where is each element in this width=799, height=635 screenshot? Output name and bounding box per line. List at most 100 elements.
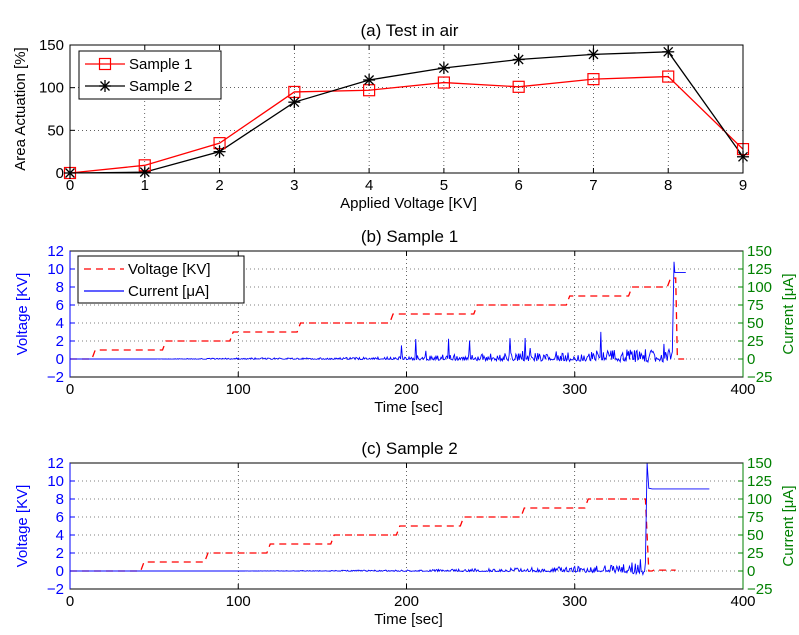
- x-tick-label: 3: [290, 177, 298, 194]
- y-tick-label: −2: [47, 369, 64, 386]
- data-point-sample-2: [363, 73, 376, 86]
- x-axis-label: Applied Voltage [KV]: [340, 195, 477, 212]
- legend-label: Sample 2: [129, 78, 192, 95]
- y2-tick-label: 100: [747, 279, 772, 296]
- x-axis-label: Time [sec]: [374, 611, 443, 628]
- x-tick-label: 300: [562, 593, 587, 610]
- x-tick-label: 0: [66, 593, 74, 610]
- series-line-2: [70, 51, 743, 173]
- data-point-sample-1: [662, 70, 675, 83]
- legend-label: Voltage [KV]: [128, 261, 211, 278]
- y2-tick-label: 125: [747, 261, 772, 278]
- x-tick-label: 200: [394, 381, 419, 398]
- y-tick-label: 12: [47, 243, 64, 260]
- y-tick-label: 6: [56, 509, 64, 526]
- legend-label: Sample 1: [129, 56, 192, 73]
- x-tick-label: 2: [215, 177, 223, 194]
- y-tick-label: 8: [56, 491, 64, 508]
- y2-tick-label: −25: [747, 369, 772, 386]
- asterisk-stroke: [214, 146, 225, 157]
- chart-title: (b) Sample 1: [361, 227, 458, 246]
- y2-tick-label: 150: [747, 243, 772, 260]
- plot-frame: [69, 44, 744, 174]
- legend-marker: [99, 80, 111, 92]
- series-line-1: [70, 75, 743, 173]
- y-tick-label: −2: [47, 581, 64, 598]
- data-point-sample-2: [587, 48, 600, 61]
- y2-axis-label: Current [μA]: [780, 273, 797, 354]
- y-tick-label: 6: [56, 297, 64, 314]
- series-group: [70, 261, 686, 364]
- series-line-current: [70, 261, 686, 364]
- asterisk-stroke: [139, 167, 150, 178]
- y2-tick-label: 0: [747, 351, 755, 368]
- series-group: [70, 463, 710, 577]
- data-point-sample-2: [662, 45, 675, 58]
- y-tick-label: 4: [56, 315, 64, 332]
- data-point-sample-2: [288, 96, 301, 109]
- x-tick-label: 9: [739, 177, 747, 194]
- y-tick-label: 10: [47, 473, 64, 490]
- data-point-sample-1: [512, 80, 525, 93]
- asterisk-stroke: [588, 49, 599, 60]
- asterisk-stroke: [364, 75, 375, 85]
- asterisk-stroke: [438, 63, 449, 73]
- y-tick-label: 150: [39, 37, 64, 54]
- y2-tick-label: 125: [747, 473, 772, 490]
- chart-title: (a) Test in air: [361, 21, 459, 40]
- y2-tick-label: 25: [747, 545, 764, 562]
- y-tick-label: 0: [56, 563, 64, 580]
- y2-tick-label: 25: [747, 333, 764, 350]
- y-tick-label: 8: [56, 279, 64, 296]
- y-tick-label: 0: [56, 351, 64, 368]
- asterisk-stroke: [513, 54, 524, 65]
- y-tick-label: 2: [56, 333, 64, 350]
- y-axis-label: Area Actuation [%]: [12, 47, 29, 170]
- y2-tick-label: 0: [747, 563, 755, 580]
- x-tick-label: 6: [514, 177, 522, 194]
- x-tick-label: 7: [589, 177, 597, 194]
- y-axis-label: Voltage [KV]: [14, 273, 31, 356]
- asterisk-stroke: [100, 81, 110, 91]
- y-tick-label: 0: [56, 165, 64, 182]
- x-tick-label: 100: [226, 593, 251, 610]
- asterisk-stroke: [663, 46, 674, 57]
- y2-tick-label: 150: [747, 455, 772, 472]
- series-group: [70, 51, 743, 173]
- x-tick-label: 200: [394, 593, 419, 610]
- y2-tick-label: 75: [747, 297, 764, 314]
- y2-tick-label: 50: [747, 315, 764, 332]
- x-tick-label: 0: [66, 177, 74, 194]
- y2-tick-label: 75: [747, 509, 764, 526]
- series-line-voltage: [70, 277, 685, 360]
- y2-axis-label: Current [μA]: [780, 485, 797, 566]
- x-tick-label: 300: [562, 381, 587, 398]
- y2-tick-label: −25: [747, 581, 772, 598]
- chart-title: (c) Sample 2: [361, 439, 457, 458]
- x-tick-label: 400: [730, 593, 755, 610]
- asterisk-stroke: [289, 97, 300, 108]
- x-tick-label: 400: [730, 381, 755, 398]
- legend-label: Current [μA]: [128, 283, 209, 300]
- series-line-voltage: [70, 498, 676, 572]
- plot-frame: [69, 462, 744, 590]
- y2-tick-label: 100: [747, 491, 772, 508]
- data-point-sample-2: [437, 62, 450, 75]
- data-point-sample-2: [512, 53, 525, 66]
- x-axis-label: Time [sec]: [374, 399, 443, 416]
- series-line-current: [70, 463, 710, 577]
- y-tick-label: 10: [47, 261, 64, 278]
- y-tick-label: 50: [47, 122, 64, 139]
- x-tick-label: 0: [66, 381, 74, 398]
- y2-tick-label: 50: [747, 527, 764, 544]
- data-point-sample-1: [587, 73, 600, 86]
- y-axis-label: Voltage [KV]: [14, 485, 31, 568]
- y-tick-label: 100: [39, 80, 64, 97]
- y-tick-label: 4: [56, 527, 64, 544]
- x-tick-label: 100: [226, 381, 251, 398]
- x-tick-label: 1: [141, 177, 149, 194]
- legend-box: [77, 255, 245, 304]
- x-tick-label: 4: [365, 177, 373, 194]
- x-tick-label: 8: [664, 177, 672, 194]
